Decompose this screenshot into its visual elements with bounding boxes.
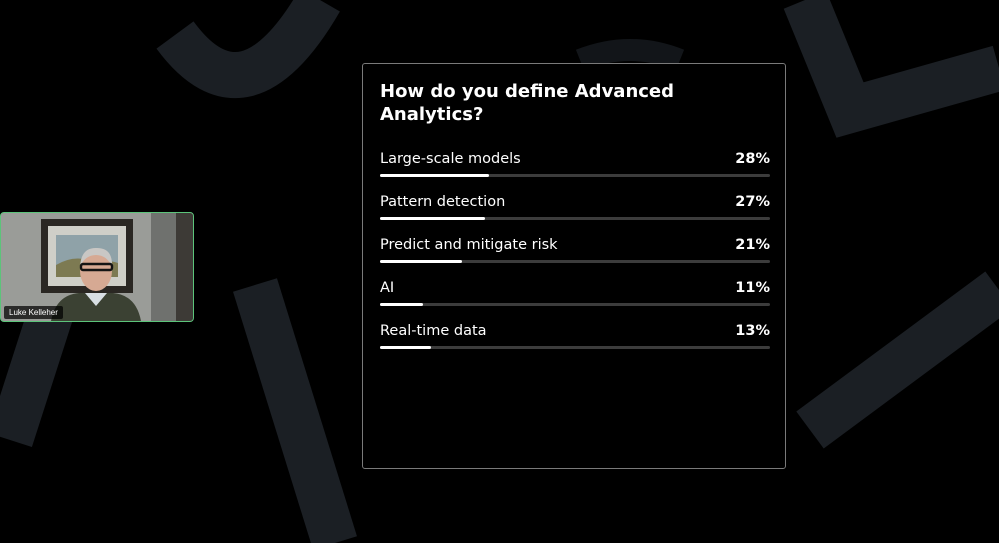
poll-option-bar-track — [380, 346, 770, 349]
decor-faint-arc — [575, 39, 685, 71]
glasses — [79, 262, 114, 272]
poll-option-bar-fill — [380, 174, 490, 177]
poll-option-bar-fill — [380, 346, 431, 349]
poll-results-card: How do you define Advanced Analytics? La… — [362, 63, 786, 469]
speaker-video-tile[interactable]: Luke Kelleher — [0, 212, 194, 322]
poll-option-bar-fill — [380, 217, 486, 220]
door-frame — [176, 213, 193, 321]
poll-option-label: Real-time data — [380, 323, 487, 339]
decor-diagonal-bar-center — [233, 278, 357, 543]
person-shoulders — [51, 293, 141, 321]
poll-option-bar-fill — [380, 303, 423, 306]
poll-option-label: AI — [380, 280, 395, 296]
poll-option-percent: 27% — [735, 194, 770, 210]
speaker-video-frame — [1, 213, 193, 321]
decor-arc-shape — [156, 0, 340, 99]
poll-option-percent: 21% — [735, 237, 770, 253]
poll-option-bar-track — [380, 217, 770, 220]
poll-option: Large-scale models 28% — [380, 150, 770, 193]
poll-option: Pattern detection 27% — [380, 193, 770, 236]
poll-option-label: Large-scale models — [380, 151, 521, 167]
speaker-name-label: Luke Kelleher — [4, 306, 63, 319]
decor-diagonal-bar-left — [0, 292, 77, 448]
poll-option-bar-track — [380, 174, 770, 177]
poll-option: AI 11% — [380, 279, 770, 322]
poll-options-list: Large-scale models 28% Pattern detection… — [380, 150, 770, 365]
person-collar — [85, 293, 107, 306]
poll-option: Predict and mitigate risk 21% — [380, 236, 770, 279]
poll-option-label: Pattern detection — [380, 194, 506, 210]
decor-bracket-shape — [783, 0, 999, 138]
poll-question: How do you define Advanced Analytics? — [380, 81, 675, 125]
poll-option-bar-track — [380, 260, 770, 263]
poll-option: Real-time data 13% — [380, 322, 770, 365]
poll-option-bar-fill — [380, 260, 462, 263]
poll-option-percent: 11% — [735, 280, 770, 296]
person-hair — [80, 247, 113, 267]
poll-option-percent: 13% — [735, 323, 770, 339]
poll-option-label: Predict and mitigate risk — [380, 237, 558, 253]
poll-option-percent: 28% — [735, 151, 770, 167]
decor-diagonal-bar-right — [796, 271, 999, 449]
poll-option-bar-track — [380, 303, 770, 306]
